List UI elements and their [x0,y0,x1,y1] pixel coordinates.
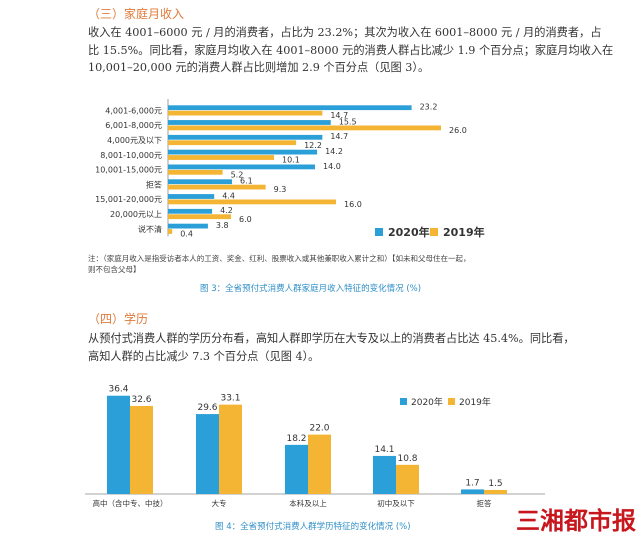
education-bar-2019 [308,434,331,494]
income-bar-2020 [168,149,318,155]
income-category-label: 10,001-15,000元 [95,166,162,175]
legend2-2019-label: 2019年 [459,398,491,408]
income-bar-2020 [168,194,215,199]
income-bar-2019 [168,169,223,175]
income-bar-2020 [168,105,412,111]
education-bar-2019 [484,489,507,494]
note-line-2: 则不包含父母】 [88,265,141,274]
income-category-label: 拒答 [146,179,162,189]
education-category-label: 高中（含中专、中技） [93,498,168,508]
figure3-caption: 图 3：全省预付式消费人群家庭月收入特征的变化情况 (%) [200,284,422,294]
income-bar-2020 [168,164,315,170]
section3-note: 注：（家庭月收入是指受访者本人的工资、奖金、红利、股票收入或其他兼职收入累计之和… [88,253,633,275]
education-value-2020: 36.4 [108,385,128,395]
income-value-2019: 6.0 [239,215,252,224]
income-category-label: 8,001-10,000元 [100,151,162,160]
legend-2019-swatch [430,228,438,236]
income-bar-2020 [168,179,233,185]
legend-2020-swatch [375,228,383,236]
education-category-label: 大专 [212,498,227,508]
education-value-2020: 18.2 [286,434,306,444]
income-value-2020: 23.2 [420,103,438,112]
income-value-2019: 10.1 [282,156,300,165]
legend2-2020: 2020年 [400,395,443,408]
education-category-label: 初中及以下 [377,498,415,508]
section3-line-1: 收入在 4001–6000 元 / 月的消费者，占比为 23.2%；其次为收入在… [88,26,602,39]
legend2-2020-label: 2020年 [411,398,443,408]
income-bar-2020 [168,223,208,229]
income-bar-2019 [168,184,266,190]
income-value-2019: 26.0 [449,126,467,135]
section4-title: （四）学历 [88,312,149,326]
income-bar-2019 [168,125,441,131]
legend2-2019-swatch [448,398,455,405]
income-value-2020: 14.7 [330,132,348,141]
income-bar-2020 [168,120,331,125]
legend-2020-label: 2020年 [388,226,430,239]
education-value-2019: 32.6 [131,395,151,405]
figure4-caption: 图 4：全省预付式消费人群学历特征的变化情况 (%) [215,522,411,532]
income-value-2020: 4.2 [220,206,233,215]
income-category-label: 4,001-6,000元 [105,106,162,115]
income-bar-2019 [168,214,231,220]
education-bar-2019 [396,464,419,494]
education-value-2019: 22.0 [309,424,329,434]
education-bar-2020 [196,414,219,494]
income-value-2020: 4.4 [222,191,235,200]
income-value-2019: 12.2 [304,141,322,150]
education-value-2020: 29.6 [197,403,217,413]
education-category-label: 本科及以上 [289,498,327,508]
income-bar-2019 [168,229,173,234]
income-bar-2020 [168,134,323,140]
income-value-2019: 14.7 [330,111,348,120]
education-bar-2020 [461,489,484,494]
income-value-2020: 6.1 [240,177,253,186]
section4-line-1: 从预付式消费人群的学历分布看，高知人群即学历在大专及以上的消费者占比达 45.4… [88,332,575,345]
note-line-1: 注：（家庭月收入是指受访者本人的工资、奖金、红利、股票收入或其他兼职收入累计之和… [88,254,471,263]
legend-2019: 2019年 [430,224,485,240]
education-bar-2019 [130,405,153,494]
legend2-2020-swatch [400,398,407,405]
income-bar-2019 [168,110,323,116]
income-category-label: 6,001-8,000元 [105,121,162,130]
section4-paragraph: 从预付式消费人群的学历分布看，高知人群即学历在大专及以上的消费者占比达 45.4… [88,330,633,365]
education-value-2020: 1.7 [465,478,479,488]
income-category-label: 15,001-20,000元 [95,195,162,204]
income-category-label: 20,000元以上 [110,210,162,219]
legend-2020: 2020年 [375,224,430,240]
section3-title: （三）家庭月收入 [88,7,185,21]
education-bar-2020 [373,455,396,494]
income-category-label: 说不清 [138,224,162,234]
income-value-2019: 16.0 [344,200,362,209]
section4-line-2: 高知人群的占比减少 7.3 个百分点（见图 4）。 [88,349,320,363]
income-value-2020: 14.2 [325,147,343,156]
education-value-2019: 33.1 [220,394,240,404]
education-value-2019: 10.8 [397,454,417,464]
section3-line-2: 比 15.5%。同比看，家庭月均收入在 4001–8000 元的消费人群占比减少… [88,43,614,57]
income-value-2019: 0.4 [180,230,193,239]
education-category-label: 拒答 [477,498,492,508]
income-bar-2020 [168,208,213,214]
income-value-2019: 5.2 [231,170,244,179]
education-bar-2019 [219,404,242,494]
income-value-2020: 14.0 [323,162,341,171]
legend-2019-label: 2019年 [443,226,485,239]
education-value-2020: 14.1 [374,445,394,455]
income-bar-2019 [168,199,336,205]
income-bar-2019 [168,140,297,146]
income-value-2019: 9.3 [274,185,287,194]
education-bar-chart: 36.432.6 高中（含中专、中技） 29.633.1 大专 18.222.0 本科及以… [85,385,545,508]
education-bar-2020 [285,444,308,494]
brand-logo: 三湘都市报 [516,507,636,535]
income-bar-chart: 4,001-6,000元 23.2 14.7 6,001-8,000元 15.5 26.0… [95,99,467,239]
section3-line-3: 10,001–20,000 元的消费人群占比则增加 2.9 个百分点（见图 3）… [88,61,430,74]
income-value-2020: 15.5 [339,117,357,126]
legend2-2019: 2019年 [448,395,491,408]
income-value-2020: 3.8 [216,221,229,230]
section3-paragraph: 收入在 4001–6000 元 / 月的消费者，占比为 23.2%；其次为收入在… [88,24,633,77]
education-bar-2020 [107,395,130,494]
education-value-2019: 1.5 [488,479,502,489]
income-category-label: 4,000元及以下 [107,136,162,145]
income-bar-2019 [168,155,275,160]
